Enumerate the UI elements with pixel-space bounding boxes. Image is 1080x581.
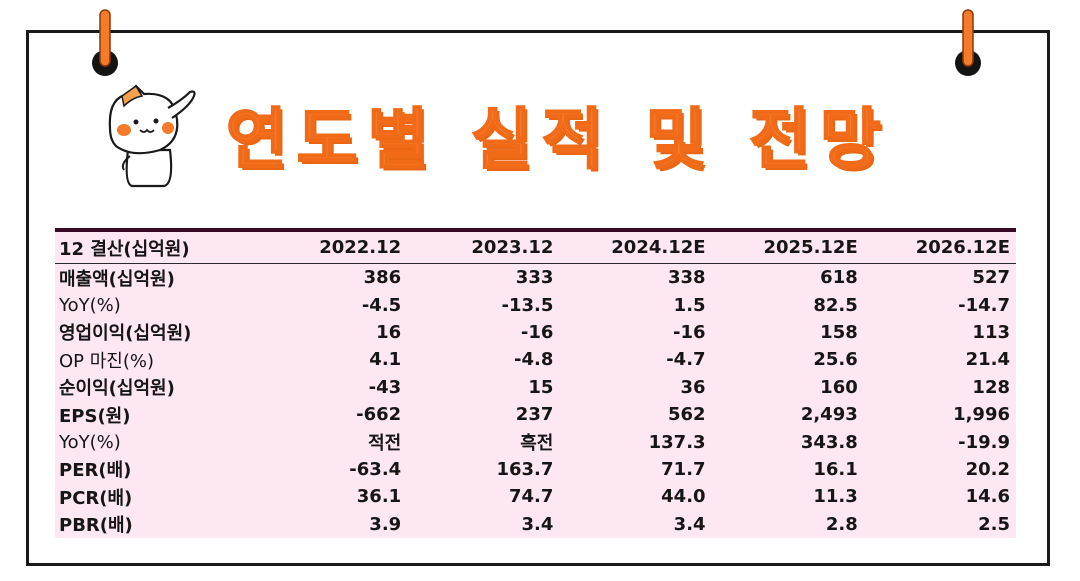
- row-label: PCR(배): [59, 487, 133, 509]
- table-row: 매출액(십억원) 386 333 338 618 527: [55, 264, 1016, 292]
- table-row: PBR(배) 3.9 3.4 3.4 2.8 2.5: [55, 511, 1016, 538]
- cell-value: 21.4: [965, 349, 1010, 371]
- column-header-2026e: 2026.12E: [863, 232, 1016, 264]
- cell-value: 386: [363, 267, 402, 289]
- cell-value: 16: [376, 321, 402, 343]
- cell-value: 71.7: [661, 458, 706, 480]
- cell-value: 44.0: [661, 486, 706, 508]
- cell-value: 237: [515, 404, 554, 426]
- binder-pin-icon: [92, 9, 118, 76]
- financial-table-panel: 12 결산(십억원) 2022.12 2023.12 2024.12E 2025…: [55, 228, 1016, 538]
- cell-value: 338: [667, 267, 706, 289]
- cell-value: 163.7: [496, 458, 554, 480]
- cell-value: 82.5: [813, 294, 858, 316]
- cell-value: 113: [972, 321, 1010, 343]
- cell-value: 14.6: [965, 486, 1010, 508]
- column-header-label: 12 결산(십억원): [55, 232, 255, 264]
- table-header-row: 12 결산(십억원) 2022.12 2023.12 2024.12E 2025…: [55, 232, 1016, 264]
- cell-value: 562: [667, 404, 706, 426]
- cell-value: 25.6: [813, 349, 858, 371]
- column-header-2022: 2022.12: [255, 232, 408, 264]
- cell-value: -43: [368, 376, 402, 398]
- row-label: PER(배): [59, 460, 132, 482]
- table-row: PCR(배) 36.1 74.7 44.0 11.3 14.6: [55, 483, 1016, 510]
- row-label: 순이익(십억원): [59, 378, 175, 400]
- table-row: 영업이익(십억원) 16 -16 -16 158 113: [55, 319, 1016, 346]
- cell-value: 137.3: [648, 431, 706, 453]
- row-label: PBR(배): [59, 515, 133, 537]
- page-title: 연도별 실적 및 전망: [225, 100, 891, 179]
- cell-value: 적전: [368, 433, 402, 455]
- table-row: 순이익(십억원) -43 15 36 160 128: [55, 374, 1016, 401]
- row-label: YoY(%): [59, 431, 121, 453]
- cell-value: 1,996: [953, 404, 1010, 426]
- column-header-2025e: 2025.12E: [711, 232, 864, 264]
- cell-value: 333: [515, 267, 554, 289]
- cell-value: 343.8: [800, 431, 858, 453]
- cell-value: -662: [356, 404, 402, 426]
- cell-value: -19.9: [958, 431, 1010, 453]
- table-row: YoY(%) 적전 흑전 137.3 343.8 -19.9: [55, 428, 1016, 455]
- row-label: YoY(%): [59, 294, 121, 316]
- cell-value: 20.2: [965, 458, 1010, 480]
- row-label: OP 마진(%): [59, 350, 155, 372]
- cell-value: 11.3: [813, 486, 858, 508]
- cell-value: -63.4: [349, 458, 402, 480]
- cell-value: 16.1: [813, 458, 858, 480]
- cell-value: 128: [972, 376, 1010, 398]
- cell-value: -4.7: [666, 349, 706, 371]
- cell-value: 4.1: [369, 349, 402, 371]
- column-header-2023: 2023.12: [407, 232, 560, 264]
- column-header-2024e: 2024.12E: [559, 232, 712, 264]
- cell-value: -16: [673, 321, 706, 343]
- cell-value: -13.5: [501, 294, 554, 316]
- cell-value: 15: [528, 376, 554, 398]
- cell-value: 3.4: [673, 513, 706, 535]
- cell-value: 36: [680, 376, 706, 398]
- cell-value: 74.7: [508, 486, 554, 508]
- cell-value: -4.5: [361, 294, 402, 316]
- cell-value: -4.8: [514, 349, 554, 371]
- cell-value: 3.9: [369, 513, 402, 535]
- cell-value: 158: [820, 321, 858, 343]
- cell-value: 527: [972, 267, 1010, 289]
- table-row: PER(배) -63.4 163.7 71.7 16.1 20.2: [55, 456, 1016, 483]
- cell-value: 36.1: [356, 486, 402, 508]
- table-row: YoY(%) -4.5 -13.5 1.5 82.5 -14.7: [55, 291, 1016, 318]
- cell-value: 흑전: [520, 433, 554, 455]
- cell-value: 3.4: [521, 513, 554, 535]
- cell-value: 1.5: [673, 294, 706, 316]
- cell-value: -14.7: [958, 294, 1010, 316]
- row-label: 영업이익(십억원): [59, 323, 192, 345]
- table-row: EPS(원) -662 237 562 2,493 1,996: [55, 401, 1016, 428]
- cell-value: 618: [820, 267, 858, 289]
- table-row: OP 마진(%) 4.1 -4.8 -4.7 25.6 21.4: [55, 346, 1016, 373]
- financial-table: 12 결산(십억원) 2022.12 2023.12 2024.12E 2025…: [55, 232, 1016, 538]
- cell-value: 2,493: [800, 404, 858, 426]
- cell-value: 2.5: [978, 513, 1010, 535]
- binder-pin-icon: [955, 9, 981, 76]
- row-label: EPS(원): [59, 405, 131, 427]
- cell-value: 2.8: [825, 513, 858, 535]
- row-label: 매출액(십억원): [59, 268, 175, 290]
- cell-value: -16: [520, 321, 554, 343]
- cell-value: 160: [820, 376, 858, 398]
- cat-mascot-saluting-icon: [108, 84, 196, 188]
